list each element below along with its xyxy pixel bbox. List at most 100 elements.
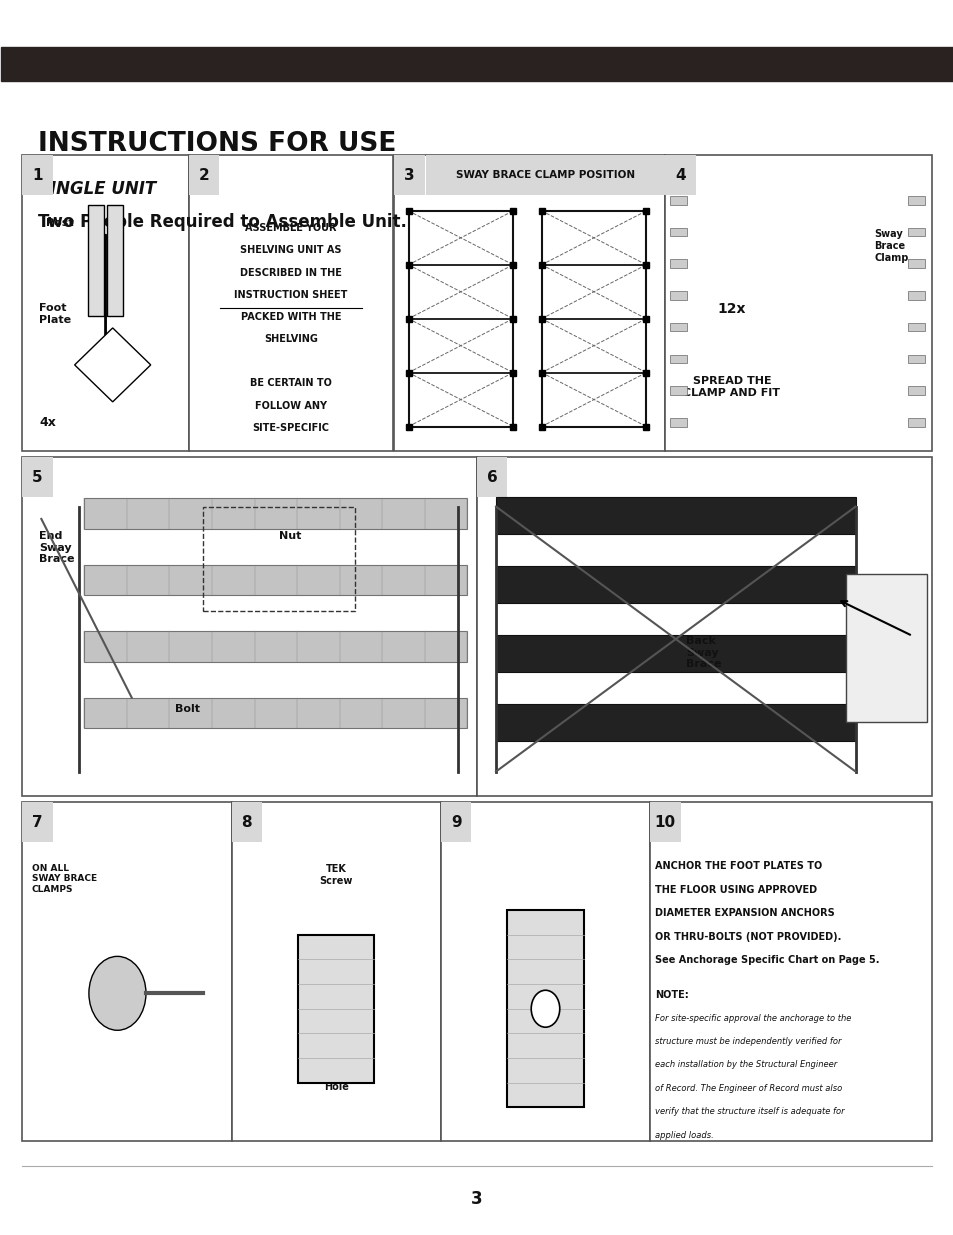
Text: Post: Post	[46, 219, 73, 228]
Text: SHELVING: SHELVING	[264, 335, 317, 345]
Text: 5: 5	[32, 469, 43, 484]
Text: 1: 1	[32, 168, 43, 183]
Bar	[541, 211, 645, 426]
Text: SINGLE UNIT: SINGLE UNIT	[37, 180, 155, 198]
Text: applied loads.: applied loads.	[654, 1131, 713, 1140]
Bar	[907, 227, 924, 236]
Bar	[189, 156, 393, 451]
Text: 6: 6	[486, 469, 497, 484]
Text: 9: 9	[450, 815, 461, 830]
Text: 10: 10	[654, 815, 675, 830]
Bar	[649, 803, 931, 1141]
Bar	[440, 803, 471, 842]
Bar	[669, 259, 686, 268]
Bar	[664, 156, 931, 451]
Text: INSTRUCTION SHEET: INSTRUCTION SHEET	[234, 290, 347, 300]
Text: 3: 3	[404, 168, 415, 183]
Bar	[1, 47, 952, 82]
Text: For site-specific approval the anchorage to the: For site-specific approval the anchorage…	[654, 1014, 850, 1023]
Bar	[394, 156, 424, 195]
Bar	[669, 227, 686, 236]
Bar	[22, 156, 52, 195]
Text: DIAMETER EXPANSION ANCHORS: DIAMETER EXPANSION ANCHORS	[654, 908, 834, 919]
Text: SHELVING UNIT AS: SHELVING UNIT AS	[240, 246, 341, 256]
Bar	[203, 506, 355, 611]
Text: Sway
Brace
Clamp: Sway Brace Clamp	[874, 230, 908, 263]
Bar	[496, 635, 855, 672]
Text: TEK
Screw: TEK Screw	[319, 864, 353, 885]
Bar	[907, 196, 924, 205]
Bar	[108, 205, 123, 316]
Bar	[845, 574, 926, 722]
Bar	[669, 196, 686, 205]
Bar	[907, 322, 924, 331]
Bar	[907, 291, 924, 300]
Bar	[669, 354, 686, 363]
Text: 8: 8	[241, 815, 252, 830]
Bar	[189, 156, 219, 195]
Bar	[22, 457, 52, 496]
Circle shape	[531, 990, 559, 1028]
Text: SPREAD THE
CLAMP AND FIT: SPREAD THE CLAMP AND FIT	[682, 377, 780, 398]
Text: OR THRU-BOLTS (NOT PROVIDED).: OR THRU-BOLTS (NOT PROVIDED).	[654, 931, 841, 942]
Bar	[907, 259, 924, 268]
Bar	[440, 803, 649, 1141]
Text: 2: 2	[198, 168, 209, 183]
Text: Nut: Nut	[279, 531, 301, 541]
Text: Back
Sway
Brace: Back Sway Brace	[685, 636, 721, 669]
Bar	[649, 803, 679, 842]
Bar	[408, 211, 513, 426]
Text: 7: 7	[32, 815, 43, 830]
Text: INSTRUCTIONS FOR USE: INSTRUCTIONS FOR USE	[37, 131, 395, 157]
Bar	[669, 387, 686, 395]
Text: each installation by the Structural Engineer: each installation by the Structural Engi…	[654, 1061, 836, 1070]
Bar	[84, 631, 467, 662]
Text: ANCHOR THE FOOT PLATES TO: ANCHOR THE FOOT PLATES TO	[654, 862, 821, 872]
Text: End
Sway
Brace: End Sway Brace	[39, 531, 75, 564]
Bar	[507, 910, 583, 1108]
Bar	[496, 704, 855, 741]
Bar	[22, 457, 476, 797]
Bar	[84, 698, 467, 729]
Bar	[89, 205, 104, 316]
Text: 4x: 4x	[39, 416, 56, 429]
Text: Two People Required to Assemble Unit.: Two People Required to Assemble Unit.	[37, 214, 406, 231]
Text: DESCRIBED IN THE: DESCRIBED IN THE	[240, 268, 341, 278]
Bar	[84, 498, 467, 529]
Text: 12x: 12x	[717, 303, 745, 316]
Bar	[22, 803, 232, 1141]
Text: Bolt: Bolt	[174, 704, 199, 714]
Bar	[394, 156, 664, 451]
Text: SWAY BRACE CLAMP POSITION: SWAY BRACE CLAMP POSITION	[456, 170, 635, 180]
Bar	[907, 387, 924, 395]
Bar	[496, 496, 855, 534]
Polygon shape	[74, 329, 151, 401]
Bar	[298, 935, 374, 1083]
Text: See Anchorage Specific Chart on Page 5.: See Anchorage Specific Chart on Page 5.	[654, 955, 879, 965]
Bar	[476, 457, 931, 797]
Bar	[496, 566, 855, 603]
Text: verify that the structure itself is adequate for: verify that the structure itself is adeq…	[654, 1108, 843, 1116]
Bar	[232, 803, 262, 842]
Bar	[664, 156, 695, 195]
Text: PACKED WITH THE: PACKED WITH THE	[240, 312, 341, 322]
Bar	[669, 417, 686, 426]
Text: ASSEMBLE YOUR: ASSEMBLE YOUR	[245, 224, 336, 233]
Text: of Record. The Engineer of Record must also: of Record. The Engineer of Record must a…	[654, 1084, 841, 1093]
Bar	[22, 156, 189, 451]
Text: FOLLOW ANY: FOLLOW ANY	[254, 400, 327, 410]
Text: ON ALL
SWAY BRACE
CLAMPS: ON ALL SWAY BRACE CLAMPS	[31, 864, 97, 894]
Bar	[476, 457, 507, 496]
Text: NOTE:: NOTE:	[654, 990, 688, 1000]
Text: SITE-SPECIFIC: SITE-SPECIFIC	[253, 422, 329, 432]
Text: 4: 4	[675, 168, 685, 183]
Bar	[669, 291, 686, 300]
Text: Foot
Plate: Foot Plate	[39, 304, 71, 325]
Text: 3/16 Dia
Hole: 3/16 Dia Hole	[314, 1071, 358, 1092]
Text: structure must be independently verified for: structure must be independently verified…	[654, 1037, 841, 1046]
Bar	[669, 322, 686, 331]
Bar	[907, 354, 924, 363]
Bar	[84, 564, 467, 595]
Bar	[907, 417, 924, 426]
Bar	[232, 803, 440, 1141]
